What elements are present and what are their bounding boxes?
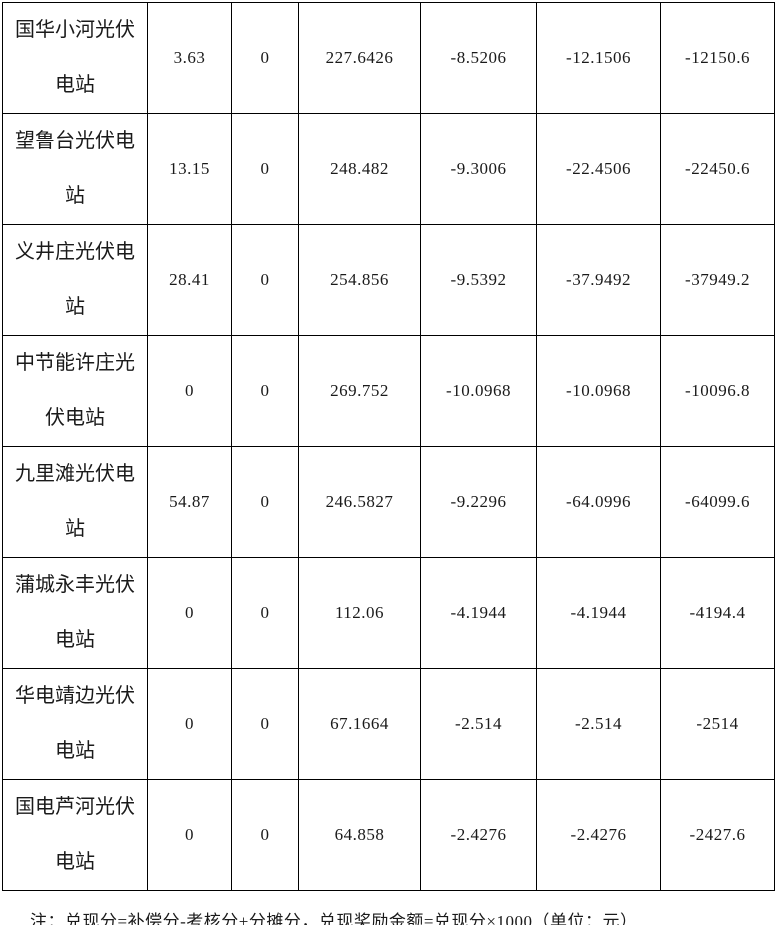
value-cell: -64.0996 bbox=[536, 446, 661, 558]
value-cell: -37949.2 bbox=[660, 224, 775, 336]
value-cell: 13.15 bbox=[147, 113, 232, 225]
value-cell: 0 bbox=[147, 557, 232, 669]
value-cell: 64.858 bbox=[298, 779, 421, 891]
value-cell: 0 bbox=[231, 779, 299, 891]
value-cell: 28.41 bbox=[147, 224, 232, 336]
station-name-cell: 国电芦河光伏电站 bbox=[2, 779, 148, 891]
value-cell: -12.1506 bbox=[536, 2, 661, 114]
value-cell: -10.0968 bbox=[536, 335, 661, 447]
value-cell: -2514 bbox=[660, 668, 775, 780]
value-cell: -4.1944 bbox=[420, 557, 537, 669]
value-cell: 0 bbox=[147, 779, 232, 891]
value-cell: -2.4276 bbox=[420, 779, 537, 891]
value-cell: 0 bbox=[231, 2, 299, 114]
station-name-cell: 华电靖边光伏电站 bbox=[2, 668, 148, 780]
station-name: 望鲁台光伏电站 bbox=[15, 130, 135, 207]
value-cell: 0 bbox=[147, 335, 232, 447]
station-name-cell: 九里滩光伏电站 bbox=[2, 446, 148, 558]
value-cell: 248.482 bbox=[298, 113, 421, 225]
value-cell: 54.87 bbox=[147, 446, 232, 558]
table-row: 中节能许庄光伏电站 0 0 269.752 -10.0968 -10.0968 … bbox=[2, 335, 775, 447]
value-cell: 0 bbox=[231, 335, 299, 447]
table-row: 华电靖边光伏电站 0 0 67.1664 -2.514 -2.514 -2514 bbox=[2, 668, 775, 780]
value-cell: -8.5206 bbox=[420, 2, 537, 114]
value-cell: 112.06 bbox=[298, 557, 421, 669]
value-cell: -4194.4 bbox=[660, 557, 775, 669]
value-cell: 0 bbox=[147, 668, 232, 780]
station-name-cell: 国华小河光伏电站 bbox=[2, 2, 148, 114]
value-cell: 0 bbox=[231, 668, 299, 780]
value-cell: -22450.6 bbox=[660, 113, 775, 225]
value-cell: -9.5392 bbox=[420, 224, 537, 336]
value-cell: -10.0968 bbox=[420, 335, 537, 447]
value-cell: -2.4276 bbox=[536, 779, 661, 891]
value-cell: 0 bbox=[231, 557, 299, 669]
value-cell: -9.3006 bbox=[420, 113, 537, 225]
station-name: 国电芦河光伏电站 bbox=[15, 796, 135, 873]
station-name-cell: 义井庄光伏电站 bbox=[2, 224, 148, 336]
value-cell: -4.1944 bbox=[536, 557, 661, 669]
value-cell: 67.1664 bbox=[298, 668, 421, 780]
value-cell: -22.4506 bbox=[536, 113, 661, 225]
stations-table-body: 国华小河光伏电站 3.63 0 227.6426 -8.5206 -12.150… bbox=[2, 2, 775, 891]
value-cell: -2.514 bbox=[420, 668, 537, 780]
value-cell: 3.63 bbox=[147, 2, 232, 114]
table-row: 义井庄光伏电站 28.41 0 254.856 -9.5392 -37.9492… bbox=[2, 224, 775, 336]
value-cell: -9.2296 bbox=[420, 446, 537, 558]
stations-table: 国华小河光伏电站 3.63 0 227.6426 -8.5206 -12.150… bbox=[2, 2, 775, 891]
station-name: 九里滩光伏电站 bbox=[15, 463, 135, 540]
value-cell: -2.514 bbox=[536, 668, 661, 780]
value-cell: 269.752 bbox=[298, 335, 421, 447]
station-name-cell: 望鲁台光伏电站 bbox=[2, 113, 148, 225]
station-name: 国华小河光伏电站 bbox=[15, 19, 135, 96]
value-cell: -12150.6 bbox=[660, 2, 775, 114]
table-row: 九里滩光伏电站 54.87 0 246.5827 -9.2296 -64.099… bbox=[2, 446, 775, 558]
station-name: 义井庄光伏电站 bbox=[15, 241, 135, 318]
station-name-cell: 蒲城永丰光伏电站 bbox=[2, 557, 148, 669]
value-cell: 254.856 bbox=[298, 224, 421, 336]
footnote: 注：兑现分=补偿分-考核分+分摊分，兑现奖励金额=兑现分×1000（单位：元） bbox=[30, 912, 638, 925]
table-row: 望鲁台光伏电站 13.15 0 248.482 -9.3006 -22.4506… bbox=[2, 113, 775, 225]
station-name: 中节能许庄光伏电站 bbox=[15, 352, 135, 429]
station-name: 华电靖边光伏电站 bbox=[15, 685, 135, 762]
station-name: 蒲城永丰光伏电站 bbox=[15, 574, 135, 651]
table-row: 国华小河光伏电站 3.63 0 227.6426 -8.5206 -12.150… bbox=[2, 2, 775, 114]
value-cell: -37.9492 bbox=[536, 224, 661, 336]
table-row: 蒲城永丰光伏电站 0 0 112.06 -4.1944 -4.1944 -419… bbox=[2, 557, 775, 669]
station-name-cell: 中节能许庄光伏电站 bbox=[2, 335, 148, 447]
value-cell: 0 bbox=[231, 224, 299, 336]
value-cell: -64099.6 bbox=[660, 446, 775, 558]
value-cell: 0 bbox=[231, 113, 299, 225]
value-cell: 0 bbox=[231, 446, 299, 558]
value-cell: 227.6426 bbox=[298, 2, 421, 114]
value-cell: 246.5827 bbox=[298, 446, 421, 558]
table-row: 国电芦河光伏电站 0 0 64.858 -2.4276 -2.4276 -242… bbox=[2, 779, 775, 891]
value-cell: -10096.8 bbox=[660, 335, 775, 447]
value-cell: -2427.6 bbox=[660, 779, 775, 891]
